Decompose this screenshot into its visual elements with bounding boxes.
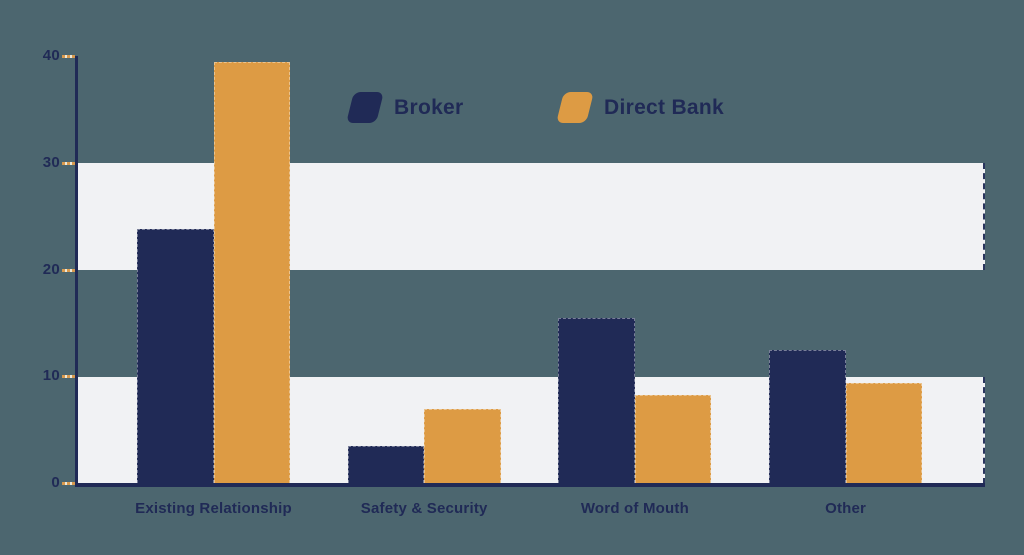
bar-direct-bank xyxy=(213,62,290,483)
legend-label-direct-bank: Direct Bank xyxy=(604,96,725,119)
direct-bank-series-swatch-icon xyxy=(556,92,594,123)
broker-series-swatch-icon xyxy=(346,92,384,123)
y-tick-mark xyxy=(62,268,75,272)
bar-broker xyxy=(769,350,846,483)
y-axis-line xyxy=(75,56,78,487)
bar-broker xyxy=(347,446,425,483)
y-tick-mark xyxy=(62,161,75,165)
y-tick-mark xyxy=(62,482,75,486)
y-tick-label: 40 xyxy=(42,47,60,64)
category-label: Existing Relationship xyxy=(135,500,292,517)
y-tick-label: 0 xyxy=(51,474,60,492)
bar-broker xyxy=(137,229,214,483)
bar-broker xyxy=(558,318,635,483)
y-tick-label: 10 xyxy=(42,367,60,385)
legend-item-broker: Broker xyxy=(346,92,464,123)
y-tick-label: 20 xyxy=(42,260,60,278)
y-tick-label: 30 xyxy=(42,153,60,171)
y-tick-mark xyxy=(62,55,75,58)
x-axis-line xyxy=(75,483,985,487)
category-label: Word of Mouth xyxy=(580,500,689,517)
legend-item-direct-bank: Direct Bank xyxy=(556,92,725,123)
bar-direct-bank xyxy=(424,409,501,483)
category-label: Other xyxy=(825,500,867,517)
y-tick-mark xyxy=(62,375,75,379)
bar-direct-bank xyxy=(845,383,923,483)
category-label: Safety & Security xyxy=(360,500,488,517)
legend-label-broker: Broker xyxy=(394,96,464,119)
bar-direct-bank xyxy=(634,395,712,483)
